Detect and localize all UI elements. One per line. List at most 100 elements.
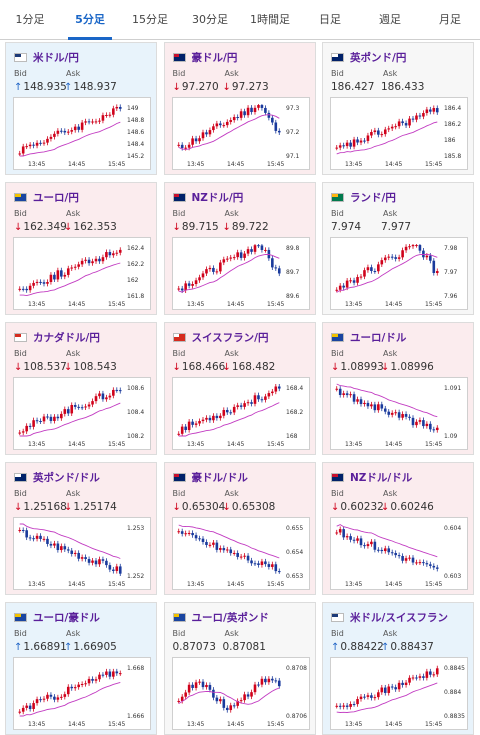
rate-card[interactable]: NZドル/ドル Bid Ask ↓0.60232 ↓0.60246 0.604 0… [322,462,474,595]
candle [98,674,101,680]
rate-card[interactable]: ユーロ/豪ドル Bid Ask ↑1.66891 ↑1.66905 1.668 1… [5,602,157,735]
tab-3[interactable]: 30分足 [192,13,228,26]
mini-chart[interactable]: 0.8845 0.884 0.8835 13:45 14:45 15:45 [330,657,468,730]
rate-card[interactable]: 英ポンド/円 Bid Ask 186.427 186.433 186.4 186.… [322,42,474,175]
x-tick-label: 14:45 [227,161,244,168]
pair-name[interactable]: NZドル/ドル [350,471,413,484]
candle [225,409,229,413]
mini-chart[interactable]: 1.253 1.252 13:45 14:45 15:45 [13,517,151,590]
pair-name[interactable]: 豪ドル/ドル [191,471,248,484]
mini-chart[interactable]: 0.655 0.654 0.653 13:45 14:45 15:45 [171,517,310,590]
pair-name[interactable]: 米ドル/スイスフラン [350,611,449,624]
candle [274,386,277,392]
candle [180,426,183,434]
pair-name[interactable]: 英ポンド/ドル [33,471,100,484]
candle [415,562,418,564]
rate-card[interactable]: ユーロ/円 Bid Ask ↓162.349 ↓162.353 162.4 162… [5,182,157,315]
rate-card[interactable]: スイスフラン/円 Bid Ask ↓168.466 ↓168.482 168.4… [163,322,316,455]
candle [32,703,35,709]
pair-name[interactable]: カナダドル/円 [33,331,100,344]
mini-chart[interactable]: 186.4 186.2 186 185.8 13:45 14:45 15:45 [330,97,468,170]
candle [46,138,49,143]
flag-icon [172,612,186,622]
rate-card[interactable]: ユーロ/英ポンド Bid Ask 0.87073 0.87081 0.8708 0… [163,602,316,735]
pair-name[interactable]: ユーロ/ドル [350,331,407,344]
arrow-down-icon: ↓ [381,362,390,373]
rate-card[interactable]: 豪ドル/ドル Bid Ask ↓0.65304 ↓0.65308 0.655 0.… [163,462,316,595]
tab-7[interactable]: 月足 [439,13,461,26]
candle [370,267,373,272]
candle [18,711,22,713]
rate-card[interactable]: 英ポンド/ドル Bid Ask ↓1.25168 ↓1.25174 1.253 1… [5,462,157,595]
candle [84,259,87,261]
pair-name[interactable]: ランド/円 [350,191,396,204]
candle [208,130,211,135]
mini-chart[interactable]: 162.4 162.2 162 161.8 13:45 14:45 15:45 [13,237,151,310]
mini-chart[interactable]: 168.4 168.2 168 13:45 14:45 15:45 [171,377,310,450]
tab-6[interactable]: 週足 [379,13,401,26]
candle [42,142,46,144]
candle [63,546,67,550]
pair-name[interactable]: ユーロ/英ポンド [191,611,269,624]
tab-0[interactable]: 1分足 [15,13,45,26]
tab-4[interactable]: 1時間足 [250,13,290,26]
card-header: 豪ドル/円 [172,50,238,64]
tab-2[interactable]: 15分足 [132,13,168,26]
rate-card[interactable]: ユーロ/ドル Bid Ask ↓1.08993 ↓1.08996 1.091 1.… [322,322,474,455]
x-tick-label: 15:45 [108,581,125,588]
card-header: スイスフラン/円 [172,330,269,344]
rate-card[interactable]: 米ドル/スイスフラン Bid Ask ↑0.88422 ↑0.88437 0.8… [322,602,474,735]
y-tick-label: 148.4 [127,141,144,148]
candle [260,105,263,108]
candle [94,121,98,123]
candle [390,686,394,688]
pair-name[interactable]: スイスフラン/円 [191,331,269,344]
candle [383,687,387,693]
candle [218,699,222,702]
mini-chart[interactable]: 0.8708 0.8706 13:45 14:45 15:45 [171,657,310,730]
candle [77,406,80,408]
mini-chart[interactable]: 0.604 0.603 13:45 14:45 15:45 [330,517,468,590]
candle [63,409,67,414]
candle [370,132,373,136]
ask-label: Ask [66,209,81,218]
pair-name[interactable]: 米ドル/円 [33,51,79,64]
pair-name[interactable]: ユーロ/豪ドル [33,611,100,624]
mini-chart[interactable]: 149 148.8 148.6 148.4 145.2 13:45 14:45 15:45 [13,97,151,170]
tab-1[interactable]: 5分足 [60,0,120,40]
rate-card[interactable]: ランド/円 Bid Ask 7.974 7.977 7.98 7.97 7.96 13… [322,182,474,315]
rate-card[interactable]: NZドル/円 Bid Ask ↓89.715 ↓89.722 89.8 89.7 8… [163,182,316,315]
candle [187,532,190,534]
pair-name[interactable]: 英ポンド/円 [350,51,407,64]
candle [411,677,415,679]
mini-chart[interactable]: 7.98 7.97 7.96 13:45 14:45 15:45 [330,237,468,310]
candle [270,564,274,567]
mini-chart[interactable]: 108.6 108.4 108.2 13:45 14:45 15:45 [13,377,151,450]
candle [28,285,32,291]
candle [408,416,411,418]
ask-value: ↓1.08996 [381,361,434,373]
rate-card[interactable]: 豪ドル/円 Bid Ask ↓97.270 ↓97.273 97.3 97.2 97… [163,42,316,175]
rate-card[interactable]: 米ドル/円 Bid Ask ↑148.935 ↑148.937 149 148.8… [5,42,157,175]
candle [73,687,77,689]
flag-icon [14,52,27,62]
mini-chart[interactable]: 89.8 89.7 89.6 13:45 14:45 15:45 [171,237,310,310]
mini-chart[interactable]: 1.091 1.09 13:45 14:45 15:45 [330,377,468,450]
candle [80,407,84,409]
candle [176,531,180,533]
pair-name[interactable]: ユーロ/円 [33,191,79,204]
tab-5[interactable]: 日足 [319,13,341,26]
ask-label: Ask [66,489,81,498]
candle [246,694,249,697]
candle [411,417,415,426]
bid-label: Bid [14,489,27,498]
pair-name[interactable]: NZドル/円 [191,191,244,204]
candle [84,121,87,123]
rate-card[interactable]: カナダドル/円 Bid Ask ↓108.537 ↓108.543 108.6 1… [5,322,157,455]
y-tick-label: 0.653 [286,573,303,580]
x-tick-label: 15:45 [267,441,284,448]
pair-name[interactable]: 豪ドル/円 [191,51,238,64]
mini-chart[interactable]: 97.3 97.2 97.1 13:45 14:45 15:45 [171,97,310,170]
mini-chart[interactable]: 1.668 1.666 13:45 14:45 15:45 [13,657,151,730]
candlestick-chart: 1.668 1.666 13:45 14:45 15:45 [18,665,144,728]
